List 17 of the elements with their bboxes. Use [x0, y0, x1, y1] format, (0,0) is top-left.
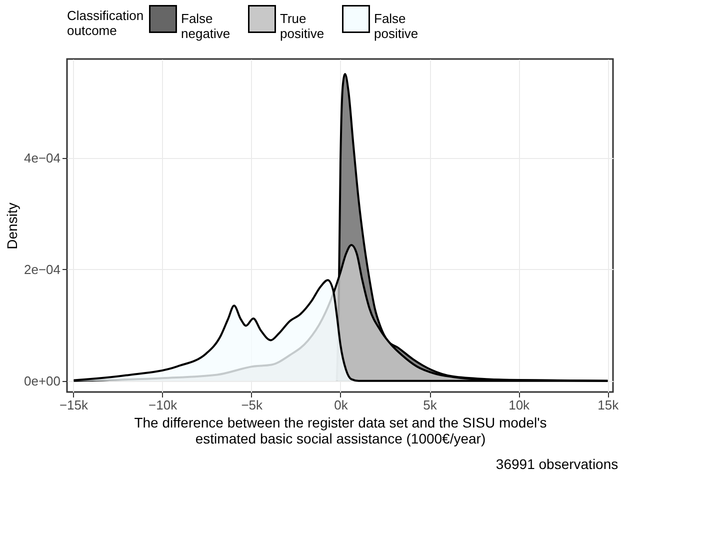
y-axis-title: Density [4, 202, 20, 250]
x-tick-label: −15k [59, 398, 89, 412]
x-tick-label: 0k [334, 398, 348, 412]
x-tick-label: 5k [423, 398, 438, 412]
legend-label: False negative [181, 11, 230, 41]
x-tick-label: 15k [598, 398, 620, 412]
y-tick-label: 4e−04 [24, 150, 60, 166]
legend-label: False positive [374, 11, 418, 41]
text: 36991 observations [496, 456, 618, 472]
y-tick-label: 2e−04 [24, 262, 60, 277]
legend-label: True positive [280, 11, 324, 41]
x-tick-label: 10k [508, 398, 530, 412]
x-tick-label: −5k [241, 398, 264, 412]
legend-title: Classification outcome [67, 8, 144, 38]
y-tick-label: 0e+00 [24, 373, 60, 388]
x-axis-title: The difference between the register data set and the SISU model's estimated basic social assistance (1000€/year) [134, 414, 547, 446]
x-tick-label: −10k [148, 398, 178, 412]
